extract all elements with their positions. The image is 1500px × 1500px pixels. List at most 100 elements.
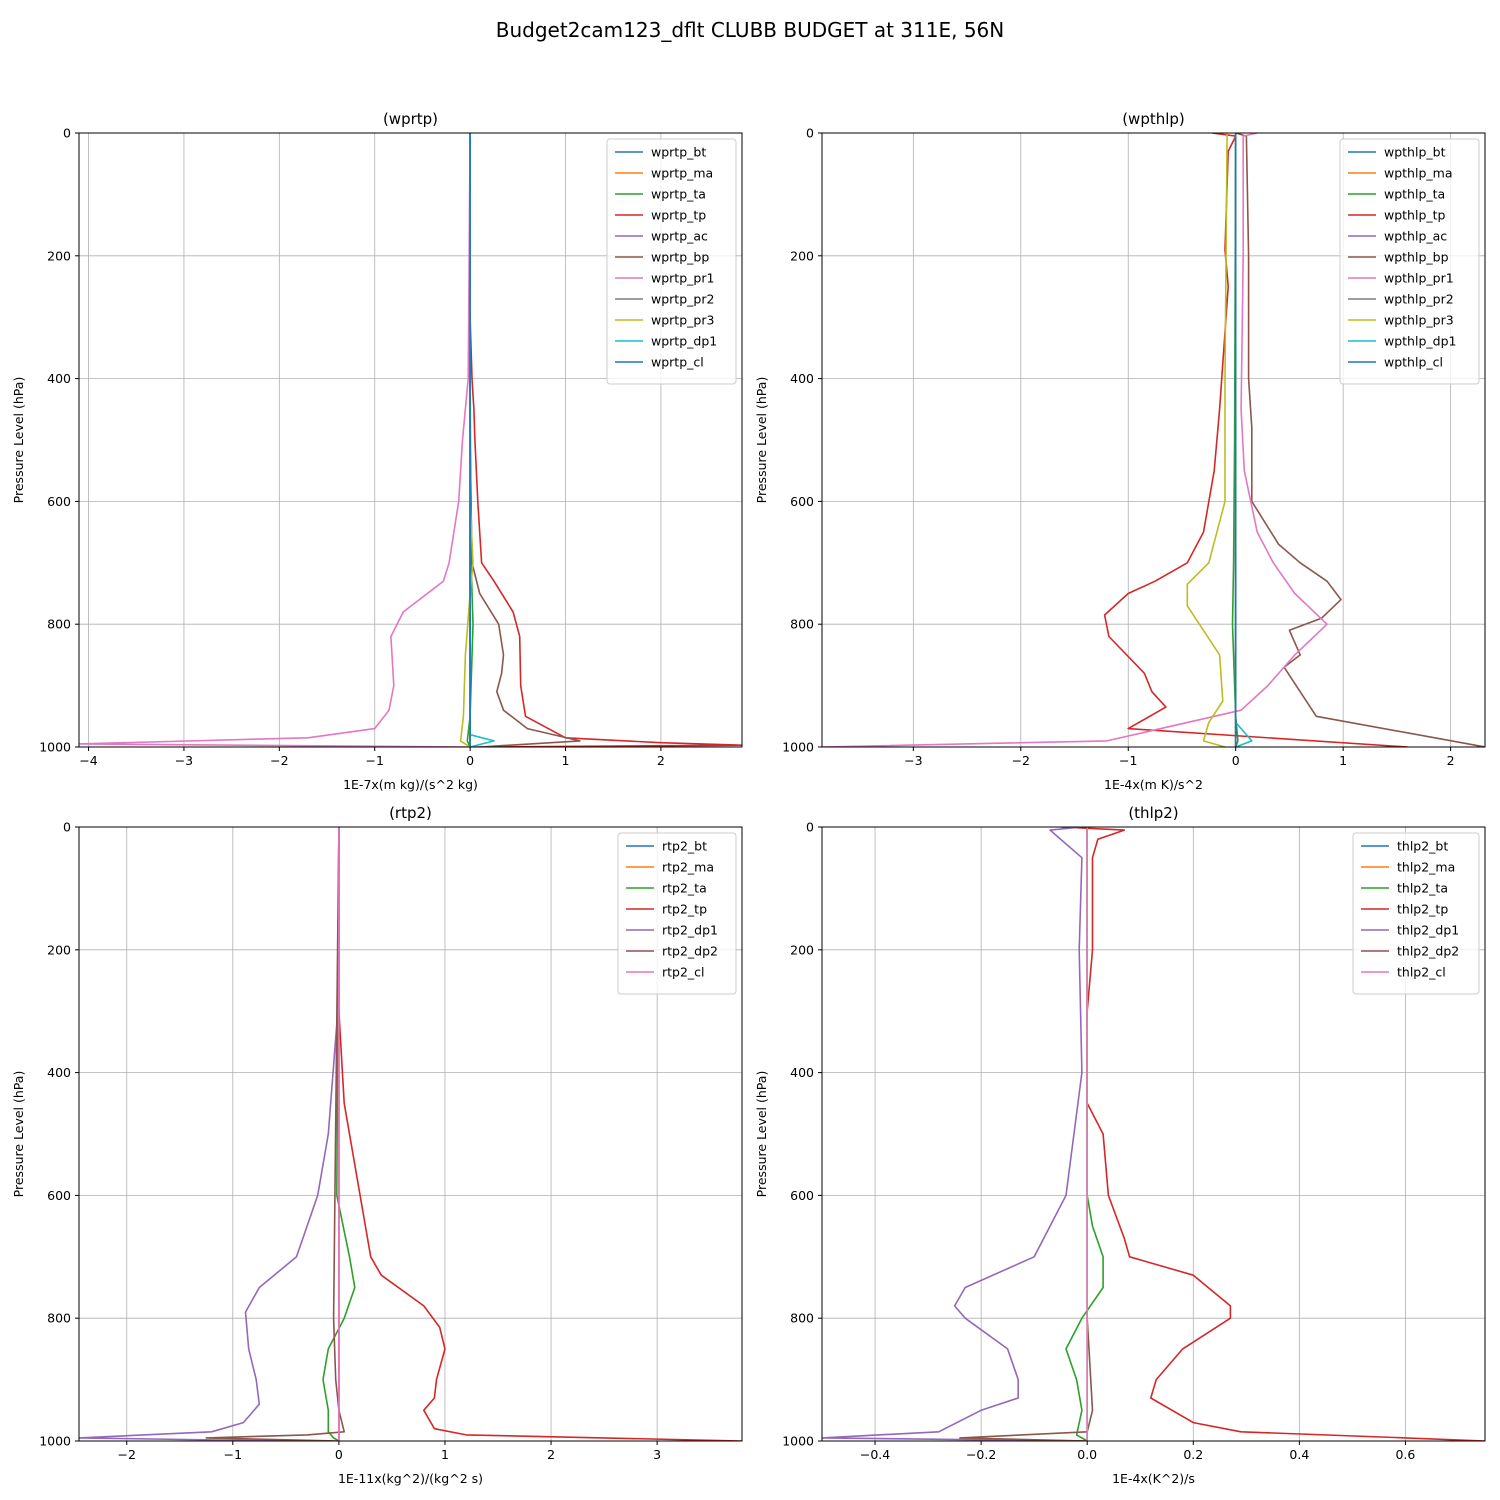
y-tick-label: 800 <box>790 1311 814 1326</box>
x-axis-label: 1E-7x(m kg)/(s^2 kg) <box>343 777 478 792</box>
series-line-wpthlp_bp <box>1235 133 1485 747</box>
x-tick-label: −2 <box>1012 753 1030 768</box>
y-axis-label: Pressure Level (hPa) <box>11 1071 26 1198</box>
chart-panel-2: −3 −2 −1 0 1 2 0 200 400 600 800 1000 (wpthlp) 1E-4x(… <box>754 110 1486 792</box>
legend-label-thlp2_ta: thlp2_ta <box>1397 881 1448 896</box>
legend: rtp2_bt rtp2_ma rtp2_ta rtp2_tp rtp2_dp1 rtp2… <box>617 832 737 995</box>
legend-label-wprtp_ac: wprtp_ac <box>651 229 708 244</box>
legend-box <box>1339 138 1480 385</box>
legend-label-wpthlp_pr3: wpthlp_pr3 <box>1384 313 1454 328</box>
legend-label-rtp2_ma: rtp2_ma <box>662 860 714 875</box>
x-tick-label: −1 <box>1119 753 1137 768</box>
x-tick-label: 0.6 <box>1395 1447 1415 1462</box>
legend-label-wpthlp_cl: wpthlp_cl <box>1384 355 1443 370</box>
legend-label-thlp2_ma: thlp2_ma <box>1397 860 1455 875</box>
x-tick-label: −3 <box>904 753 922 768</box>
legend-label-wprtp_pr2: wprtp_pr2 <box>651 292 714 307</box>
legend-label-wpthlp_pr2: wpthlp_pr2 <box>1384 292 1454 307</box>
y-tick-label: 800 <box>47 1311 71 1326</box>
y-tick-label: 200 <box>47 942 71 957</box>
legend-label-thlp2_cl: thlp2_cl <box>1397 965 1446 980</box>
x-tick-label: 2 <box>657 753 665 768</box>
panel-title: (wprtp) <box>383 110 438 128</box>
legend-label-wpthlp_ma: wpthlp_ma <box>1384 166 1452 181</box>
y-tick-label: 1000 <box>39 740 71 755</box>
legend-box <box>617 832 737 995</box>
legend-label-wprtp_pr1: wprtp_pr1 <box>651 271 714 286</box>
y-tick-label: 600 <box>47 494 71 509</box>
series-group <box>822 827 1485 1441</box>
x-axis-label: 1E-4x(K^2)/s <box>1112 1471 1195 1486</box>
legend-box <box>1352 832 1480 995</box>
y-tick-label: 0 <box>63 126 71 141</box>
legend-label-rtp2_dp1: rtp2_dp1 <box>662 923 718 938</box>
legend-label-rtp2_ta: rtp2_ta <box>662 881 707 896</box>
chart-panel-3: −2 −1 0 1 2 3 0 200 400 600 800 1000 (rtp2) 1E-11x(kg… <box>11 804 743 1486</box>
panel-title: (rtp2) <box>389 804 432 822</box>
y-tick-label: 1000 <box>782 1434 814 1449</box>
axes-frame <box>821 826 1486 1442</box>
legend-label-wpthlp_tp: wpthlp_tp <box>1384 208 1446 223</box>
legend: thlp2_bt thlp2_ma thlp2_ta thlp2_tp thlp2_dp… <box>1352 832 1480 995</box>
legend-label-wpthlp_ta: wpthlp_ta <box>1384 187 1445 202</box>
series-line-wprtp_tp <box>469 133 742 747</box>
x-tick-label: 0 <box>466 753 474 768</box>
series-line-thlp2_ta <box>1065 827 1104 1441</box>
legend-label-wprtp_ta: wprtp_ta <box>651 187 706 202</box>
x-tick-label: 0 <box>1232 753 1240 768</box>
x-tick-label: 1 <box>441 1447 449 1462</box>
series-group <box>822 133 1485 747</box>
x-tick-label: 0.4 <box>1289 1447 1309 1462</box>
y-tick-label: 0 <box>63 820 71 835</box>
chart-panel-4: −0.4 −0.2 0.0 0.2 0.4 0.6 0 200 400 600 800 1000 (th… <box>754 804 1486 1486</box>
legend-box <box>606 138 737 385</box>
y-tick-label: 200 <box>790 248 814 263</box>
legend-label-wprtp_cl: wprtp_cl <box>651 355 704 370</box>
panel-title: (wpthlp) <box>1122 110 1185 128</box>
legend-label-wprtp_dp1: wprtp_dp1 <box>651 334 717 349</box>
series-line-wprtp_bp <box>469 133 581 747</box>
legend-label-wpthlp_ac: wpthlp_ac <box>1384 229 1447 244</box>
x-tick-label: −1 <box>224 1447 242 1462</box>
y-tick-label: 1000 <box>782 740 814 755</box>
x-tick-label: −1 <box>366 753 384 768</box>
series-line-rtp2_tp <box>338 827 742 1441</box>
x-tick-label: 2 <box>1447 753 1455 768</box>
series-line-rtp2_dp1 <box>79 827 340 1441</box>
series-line-rtp2_ta <box>322 827 356 1441</box>
legend-label-wprtp_pr3: wprtp_pr3 <box>651 313 714 328</box>
legend-label-thlp2_dp2: thlp2_dp2 <box>1397 944 1459 959</box>
x-tick-label: 2 <box>547 1447 555 1462</box>
legend-label-wprtp_ma: wprtp_ma <box>651 166 713 181</box>
y-tick-label: 0 <box>806 126 814 141</box>
legend-label-rtp2_cl: rtp2_cl <box>662 965 705 980</box>
y-tick-label: 400 <box>790 371 814 386</box>
series-line-wprtp_dp1 <box>469 133 495 747</box>
legend: wprtp_bt wprtp_ma wprtp_ta wprtp_tp wprtp_ac… <box>606 138 737 385</box>
x-tick-label: −3 <box>175 753 193 768</box>
x-tick-label: 0.0 <box>1077 1447 1097 1462</box>
x-tick-label: −2 <box>118 1447 136 1462</box>
x-tick-label: −4 <box>79 753 97 768</box>
legend-label-thlp2_bt: thlp2_bt <box>1397 839 1448 854</box>
y-tick-label: 200 <box>790 942 814 957</box>
series-line-wpthlp_pr1 <box>822 133 1328 747</box>
x-tick-label: 3 <box>653 1447 661 1462</box>
x-axis-label: 1E-4x(m K)/s^2 <box>1104 777 1203 792</box>
legend-label-rtp2_bt: rtp2_bt <box>662 839 707 854</box>
y-tick-label: 600 <box>790 494 814 509</box>
series-line-thlp2_dp2 <box>959 827 1094 1441</box>
y-tick-label: 600 <box>790 1188 814 1203</box>
y-tick-label: 800 <box>790 617 814 632</box>
y-tick-label: 1000 <box>39 1434 71 1449</box>
y-tick-label: 800 <box>47 617 71 632</box>
y-tick-label: 200 <box>47 248 71 263</box>
figure-title: Budget2cam123_dflt CLUBB BUDGET at 311E,… <box>496 18 1004 42</box>
x-tick-label: 0 <box>335 1447 343 1462</box>
axes-frame <box>821 132 1486 748</box>
series-line-wpthlp_ta <box>1231 133 1239 747</box>
legend-label-wprtp_bp: wprtp_bp <box>651 250 709 265</box>
x-tick-label: −0.4 <box>860 1447 890 1462</box>
y-axis-label: Pressure Level (hPa) <box>754 1071 769 1198</box>
legend-label-rtp2_dp2: rtp2_dp2 <box>662 944 718 959</box>
